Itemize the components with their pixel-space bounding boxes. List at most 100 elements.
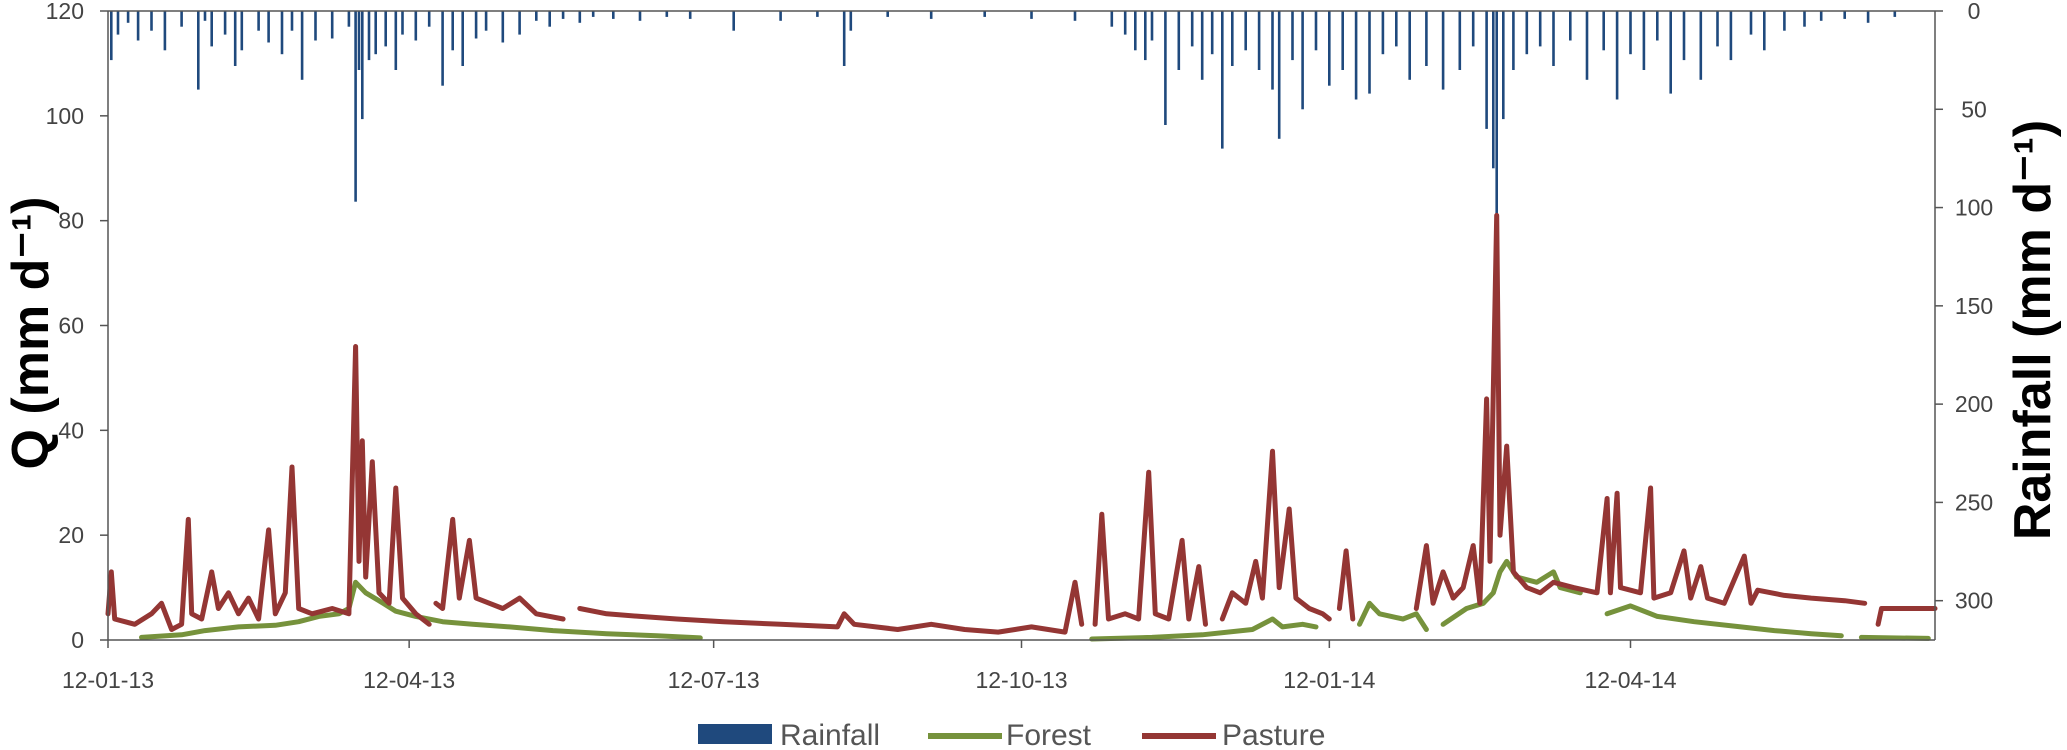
rainfall-bar: [1763, 11, 1766, 51]
rainfall-bar: [180, 11, 183, 27]
rainfall-bar: [1164, 11, 1167, 125]
y2-tick-label: 150: [1955, 293, 1993, 319]
pasture-line: [1092, 469, 1208, 627]
rainfall-bar: [197, 11, 200, 90]
rainfall-bar: [1354, 11, 1358, 100]
legend-item-forest: Forest: [928, 719, 1092, 750]
rainfall-bar: [1368, 11, 1371, 94]
rainfall-bar: [732, 11, 735, 31]
rainfall-bar: [1669, 11, 1672, 94]
x-tick-label: 12-10-13: [975, 667, 1067, 693]
rainfall-bar: [1291, 11, 1294, 61]
y-tick-label: 100: [46, 103, 84, 129]
rainfall-bar: [223, 11, 227, 35]
y2-tick-label: 50: [1961, 96, 1987, 122]
y-tick-label: 120: [46, 0, 84, 24]
rainfall-bar: [347, 11, 351, 27]
rainfall-bar: [612, 11, 615, 19]
rainfall-bar: [1030, 11, 1033, 19]
rainfall-bar: [367, 11, 371, 61]
rainfall-bar: [1123, 11, 1127, 35]
rainfall-bar: [1190, 11, 1194, 47]
discharge-lines: [105, 212, 1938, 642]
rainfall-bar: [1749, 11, 1753, 35]
rainfall-bar: [354, 11, 357, 202]
rainfall-bar: [300, 11, 304, 80]
rainfall-bar: [1629, 11, 1632, 55]
plot-frame: [107, 10, 1936, 641]
pasture-line: [1413, 212, 1868, 611]
x-tick-label: 12-07-13: [668, 667, 760, 693]
forest-line: [1604, 603, 1844, 639]
y2-tick-label: 0: [1968, 0, 1981, 24]
rainfall-bar: [1569, 11, 1572, 41]
rainfall-bar: [394, 11, 398, 70]
rainfall-bar: [1144, 11, 1147, 61]
rainfall-bar: [1395, 11, 1398, 47]
y-axis-ticks: 0 20 40 60 80 100 120: [46, 0, 108, 653]
rainfall-bar: [1656, 11, 1659, 41]
rainfall-bar: [1381, 11, 1385, 55]
rainfall-bar: [233, 11, 237, 66]
rainfall-bar: [257, 11, 260, 31]
rainfall-bar: [126, 11, 130, 23]
y2-tick-label: 300: [1955, 588, 1993, 614]
y2-axis-ticks: 0 50 100 150 200 250 300: [1935, 0, 1993, 614]
rainfall-bar: [638, 11, 642, 21]
y-tick-label: 40: [58, 417, 84, 443]
rainfall-bar: [1408, 11, 1411, 80]
rainfall-bar: [110, 11, 113, 61]
rainfall-bar: [240, 11, 244, 51]
y2-axis-title: Rainfall (mm d⁻¹): [2004, 120, 2062, 540]
rainfall-bar: [203, 11, 207, 21]
rainfall-bar: [1538, 11, 1542, 47]
rainfall-bar: [842, 11, 846, 66]
rainfall-bar: [1150, 11, 1154, 41]
pasture-line: [1875, 606, 1938, 627]
rainfall-bar: [330, 11, 334, 39]
x-tick-label: 12-01-13: [62, 667, 154, 693]
x-axis-ticks: 12-01-13 12-04-13 12-07-13 12-10-13 12-01-14…: [62, 640, 1677, 693]
rainfall-bar: [414, 11, 418, 41]
rainfall-bar: [267, 11, 270, 43]
rainfall-bar: [357, 11, 361, 70]
rainfall-bar: [136, 11, 140, 41]
rainfall-bar: [1231, 11, 1234, 66]
rainfall-bar: [280, 11, 284, 55]
rainfall-bar: [1495, 11, 1498, 218]
rainfall-bar: [535, 11, 538, 21]
legend-swatch-rainfall: [698, 724, 772, 744]
rainfall-bar: [548, 11, 551, 27]
y-tick-label: 60: [58, 313, 84, 339]
rainfall-bar: [1525, 11, 1529, 55]
rainfall-bar: [816, 11, 819, 17]
forest-line: [1089, 616, 1319, 642]
rainfall-bar: [518, 11, 521, 35]
rainfall-bar: [983, 11, 986, 17]
rainfall-bar: [1425, 11, 1428, 66]
rainfall-bar: [1314, 11, 1318, 51]
rainfall-bar: [1843, 11, 1846, 19]
pasture-line: [1336, 548, 1356, 622]
rainfall-bar: [1277, 11, 1281, 139]
rainfall-bar: [1866, 11, 1870, 23]
rainfall-bar: [290, 11, 294, 31]
y-tick-label: 80: [58, 208, 84, 234]
rainfall-bar: [1819, 11, 1823, 21]
rainfall-bar: [1602, 11, 1605, 51]
rainfall-bar: [1221, 11, 1224, 149]
y-axis-title: Q (mm d⁻¹): [2, 197, 60, 470]
y2-tick-label: 100: [1955, 195, 1993, 221]
x-tick-label: 12-04-13: [363, 667, 455, 693]
rainfall-bar: [1502, 11, 1505, 120]
rainfall-bar: [401, 11, 404, 35]
forest-line: [1357, 600, 1429, 632]
rainfall-bar: [1301, 11, 1304, 110]
rainfall-bar: [1134, 11, 1137, 51]
rainfall-bar: [578, 11, 582, 23]
rainfall-bar: [665, 11, 669, 17]
forest-line: [139, 579, 703, 641]
rainfall-bar: [1210, 11, 1214, 55]
rainfall-bar: [374, 11, 377, 55]
